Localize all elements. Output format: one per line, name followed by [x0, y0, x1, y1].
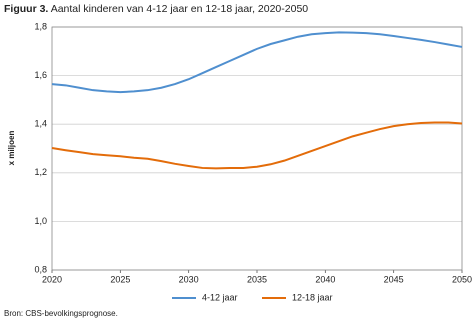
legend-label: 12-18 jaar [292, 292, 333, 302]
legend-label: 4-12 jaar [202, 292, 238, 302]
source: Bron: CBS-bevolkingsprognose. [4, 309, 118, 318]
x-tick-label: 2045 [384, 274, 404, 284]
series-line [51, 31, 463, 94]
x-tick-label: 2050 [452, 274, 472, 284]
y-tick-label: 1,2 [34, 167, 47, 177]
y-axis-label: x miljoen [7, 131, 16, 166]
x-tick-label: 2030 [179, 274, 199, 284]
x-tick-label: 2035 [247, 274, 267, 284]
y-tick-label: 1,4 [34, 119, 47, 129]
y-tick-label: 1,6 [34, 70, 47, 80]
y-tick-label: 0,8 [34, 264, 47, 274]
x-tick-label: 2025 [110, 274, 130, 284]
x-tick-label: 2040 [315, 274, 335, 284]
y-tick-label: 1,0 [34, 216, 47, 226]
y-tick-label: 1,8 [34, 21, 47, 31]
series-line [51, 121, 463, 170]
plot-frame [51, 26, 463, 271]
x-tick-label: 2020 [42, 274, 62, 284]
chart-title: Figuur 3. Aantal kinderen van 4-12 jaar … [4, 3, 308, 15]
title-label: Figuur 3. [4, 3, 48, 15]
title-text: Aantal kinderen van 4-12 jaar en 12-18 j… [51, 3, 309, 15]
